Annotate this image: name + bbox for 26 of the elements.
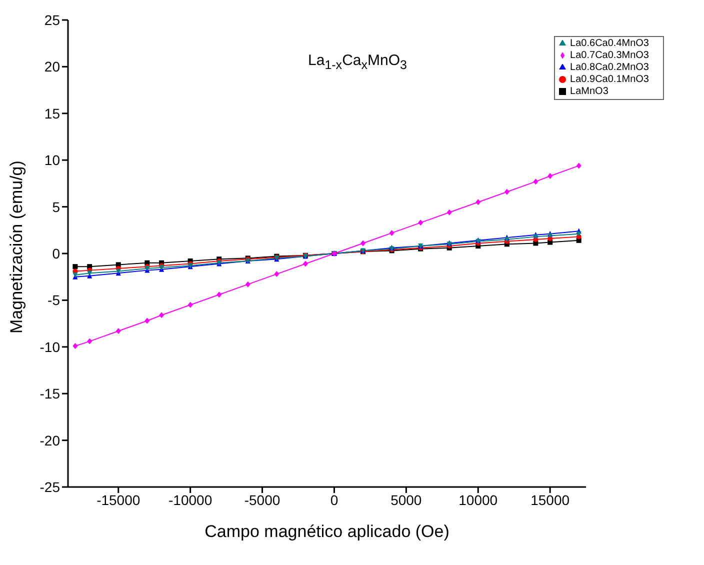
y-tick-label: -5 xyxy=(48,292,60,308)
y-tick-label: -25 xyxy=(40,478,60,495)
y-axis-title: Magnetización (emu/g) xyxy=(7,160,26,334)
x-tick-label: 5000 xyxy=(390,492,422,508)
y-tick-label: 10 xyxy=(44,152,60,168)
x-tick-label: 0 xyxy=(330,492,338,508)
y-tick-label: 0 xyxy=(52,245,60,262)
annotation: La$_{1-x}$Ca$_{x}$MnO$_{3}$ xyxy=(308,52,407,72)
legend-label: La0.9Ca0.1MnO3 xyxy=(570,74,649,85)
legend-label: La0.6Ca0.4MnO3 xyxy=(570,38,649,49)
x-tick-label: 10000 xyxy=(458,492,498,508)
y-tick-label: -20 xyxy=(40,432,60,448)
legend-label: LaMnO3 xyxy=(570,86,608,97)
x-tick-label: -5000 xyxy=(244,492,280,508)
y-tick-label: 25 xyxy=(44,12,60,28)
y-tick-label: -15 xyxy=(40,386,60,402)
x-tick-label: 15000 xyxy=(530,492,570,508)
y-tick-label: 5 xyxy=(52,198,60,215)
y-tick-label: 20 xyxy=(44,58,60,75)
x-axis-title: Campo magnético aplicado (Oe) xyxy=(204,522,450,541)
x-tick-label: -10000 xyxy=(168,492,212,508)
y-tick-label: 15 xyxy=(44,105,60,122)
legend-label: La0.8Ca0.2MnO3 xyxy=(570,62,649,73)
y-tick-label: -10 xyxy=(40,338,60,355)
x-tick-label: -15000 xyxy=(96,492,140,508)
legend-label: La0.7Ca0.3MnO3 xyxy=(570,50,649,61)
